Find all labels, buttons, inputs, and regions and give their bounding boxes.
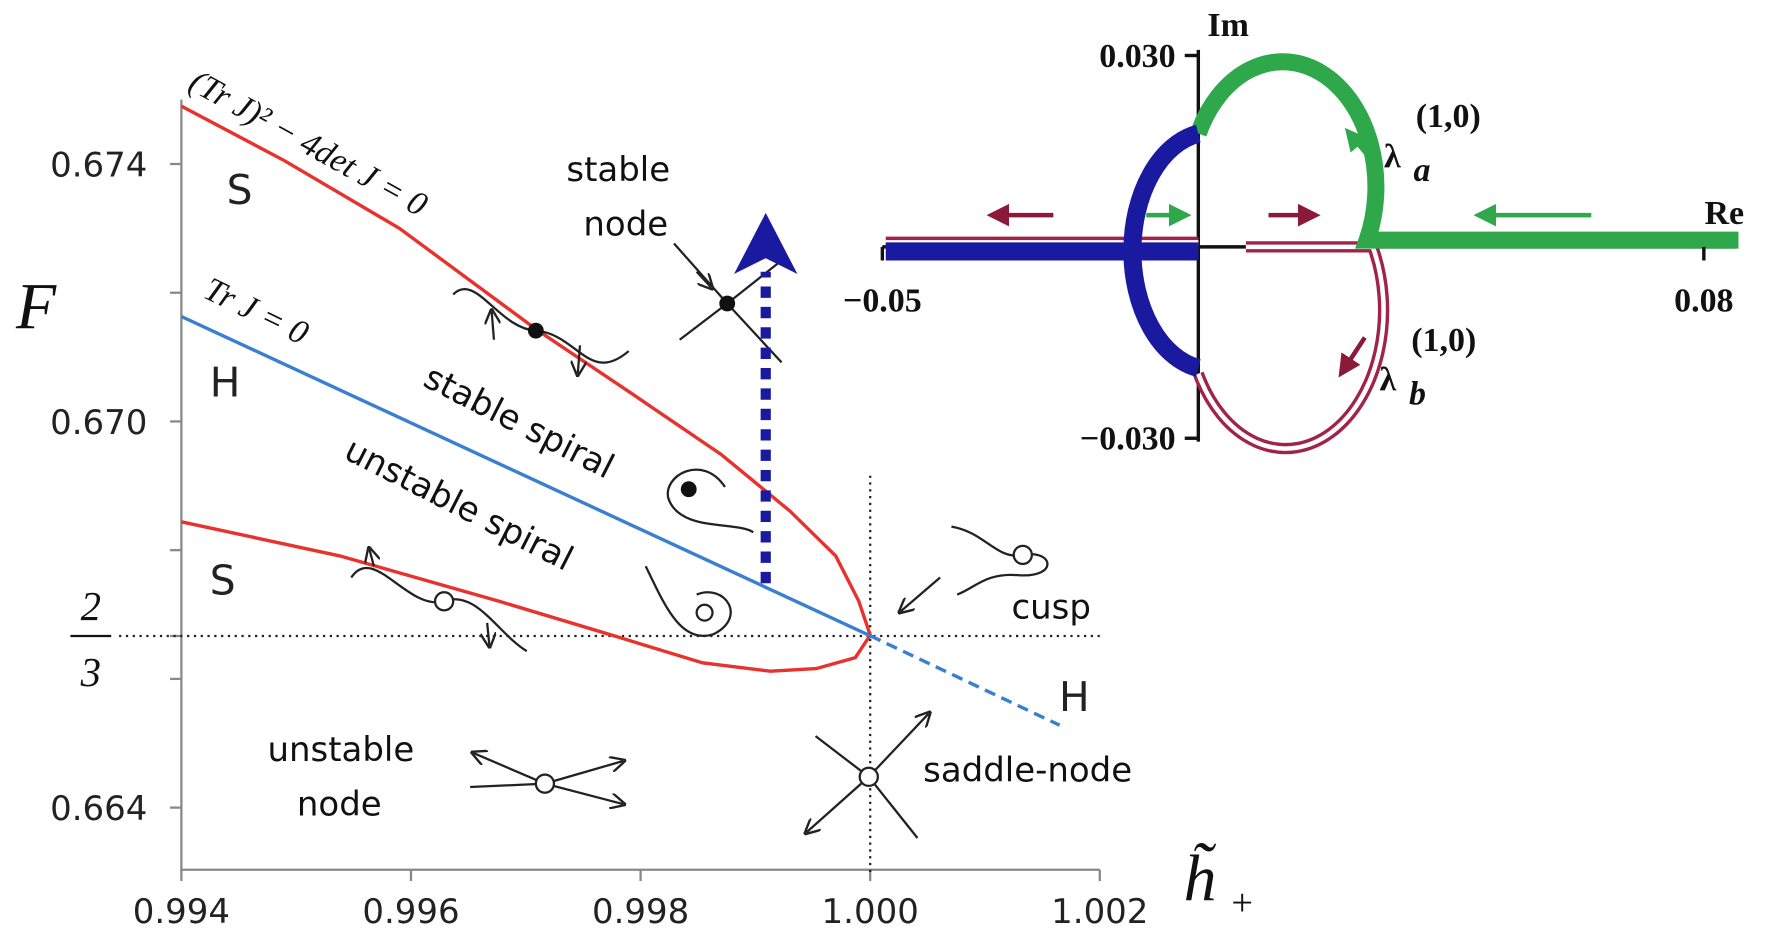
x-axis-label: Re	[1705, 195, 1745, 232]
x-tick-label: −0.05	[843, 282, 922, 319]
trajectory	[487, 623, 489, 646]
trajectory	[900, 578, 940, 612]
eigenvalue-label: b	[1409, 375, 1426, 412]
fixed-point	[697, 605, 713, 621]
region-label: S	[227, 166, 253, 214]
trajectory	[816, 736, 918, 838]
eigenvalue-label: a	[1413, 152, 1430, 189]
trajectory	[474, 753, 545, 784]
y-axis-label: F	[15, 270, 57, 343]
y-tick-label: −0.030	[1080, 421, 1176, 458]
region-label: H	[210, 358, 241, 406]
region-label: unstable	[267, 730, 414, 770]
trajectory	[806, 777, 868, 832]
fixed-point	[536, 775, 554, 793]
region-label: S	[210, 557, 236, 605]
curve-label: (Tr J)² − 4det J = 0	[183, 63, 433, 224]
fixed-point	[528, 323, 544, 339]
region-label: node	[297, 784, 382, 824]
curve-label: Tr J = 0	[198, 271, 314, 353]
trajectory	[869, 713, 929, 776]
fixed-point	[435, 592, 453, 610]
y-tick-label: 0.670	[50, 403, 147, 443]
arrowhead	[734, 213, 797, 274]
y-tick-label: 3	[80, 650, 101, 695]
trajectory	[646, 566, 731, 636]
trajectory	[697, 272, 712, 288]
x-tick-label: 0.08	[1674, 282, 1733, 319]
region-label: stable	[566, 150, 670, 190]
figure: F h̃ + (Tr J)² − 4det J = 0 Tr J = 0 S H…	[0, 0, 1767, 932]
trajectory	[668, 470, 753, 533]
x-tick-label: 1.002	[1051, 892, 1148, 932]
trajectory	[578, 345, 580, 373]
x-axis-label-subscript: +	[1229, 882, 1255, 924]
fixed-point	[1014, 546, 1032, 564]
y-tick-label: 0.030	[1099, 38, 1175, 75]
curve	[870, 636, 1059, 725]
fixed-point	[719, 296, 735, 312]
x-tick-label: 0.994	[133, 892, 230, 932]
x-tick-label: 0.996	[362, 892, 459, 932]
trajectory	[951, 527, 1047, 595]
y-tick-label: 2	[81, 584, 101, 629]
region-label: cusp	[1011, 587, 1090, 627]
inset-plot: Im Re λ a (1,0) λ b (1,0) −0.030 0.030 −0.…	[818, 0, 1767, 476]
region-label: node	[583, 205, 668, 245]
region-label: saddle-node	[923, 750, 1132, 790]
eigenvalue-label: λ	[1380, 362, 1397, 399]
trajectory	[492, 311, 494, 339]
eigenvalue-label: λ	[1384, 139, 1401, 176]
trajectory	[545, 761, 623, 784]
region-label: H	[1059, 673, 1090, 721]
y-tick-label: 0.674	[50, 145, 147, 185]
x-axis-label: h̃	[1184, 842, 1217, 915]
y-tick-label: 0.664	[50, 789, 147, 829]
y-axis-label: Im	[1207, 7, 1249, 44]
eigenvalue-label: (1,0)	[1411, 322, 1476, 359]
fixed-point	[681, 481, 697, 497]
x-tick-label: 0.998	[592, 892, 689, 932]
x-tick-label: 1.000	[822, 892, 919, 932]
region-label: stable spiral	[417, 357, 620, 487]
eigenvalue-label: (1,0)	[1416, 98, 1481, 135]
fixed-point	[860, 768, 878, 786]
